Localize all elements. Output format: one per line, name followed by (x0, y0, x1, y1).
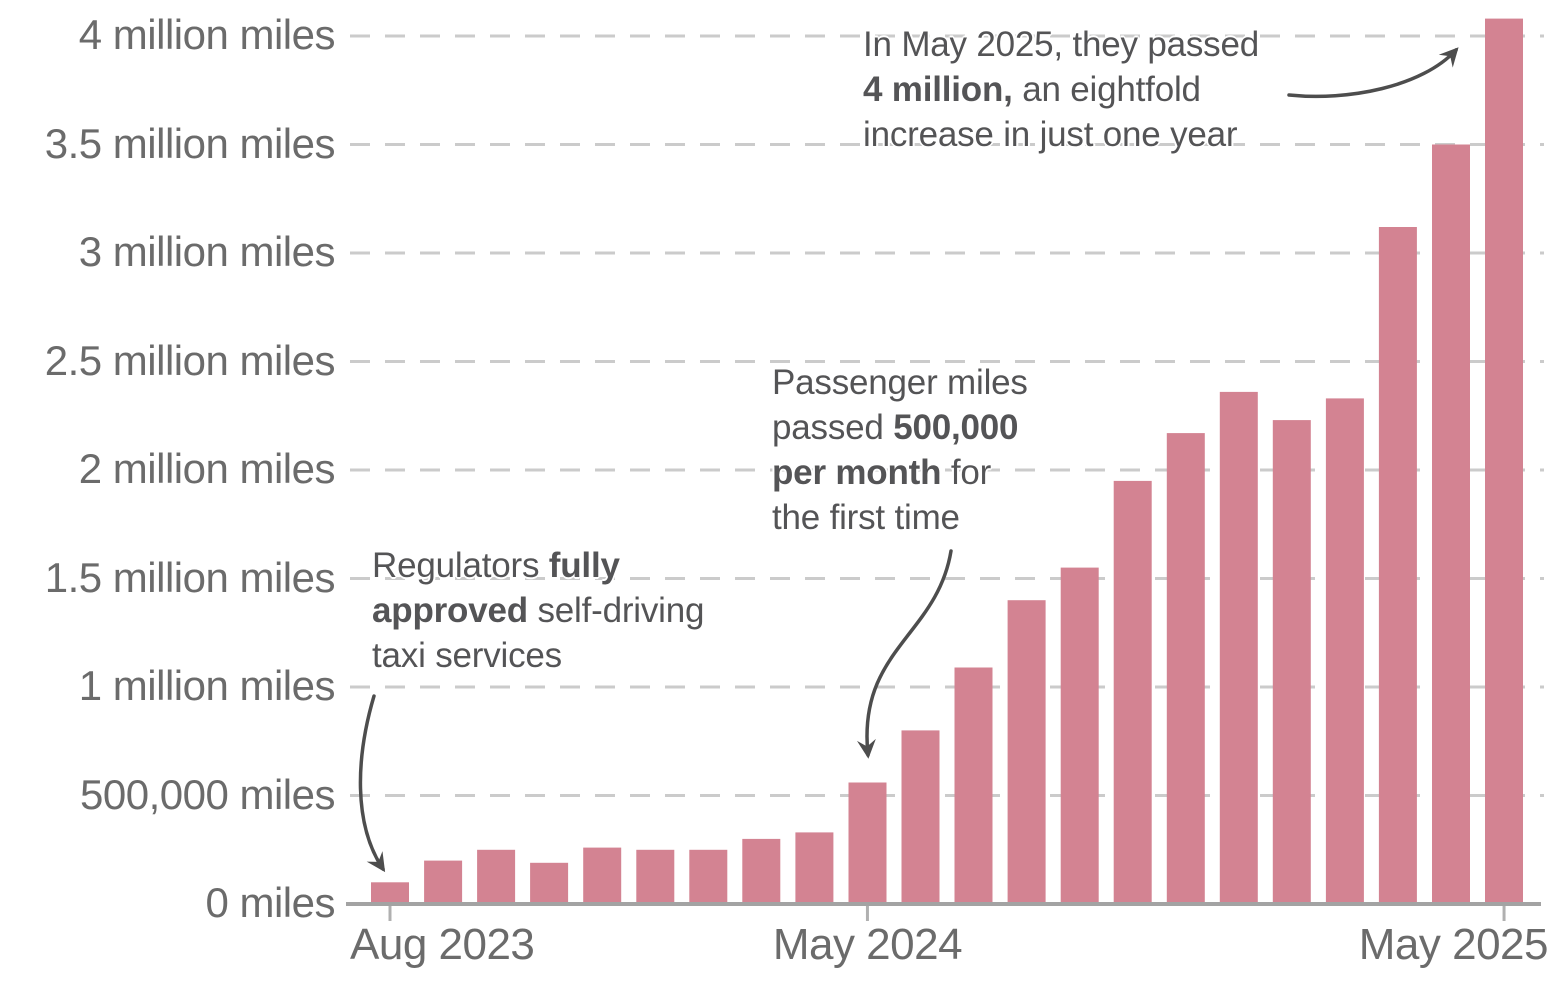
y-axis-label-3.5-million-miles: 3.5 million miles (44, 119, 336, 167)
y-axis-label-0-miles: 0 miles (205, 879, 335, 927)
x-axis-label-aug-2023: Aug 2023 (350, 920, 535, 969)
bar-apr-2024 (795, 832, 834, 904)
y-axis-label-1-million-miles: 1 million miles (78, 662, 336, 710)
annotation-line: taxi services (372, 636, 562, 675)
bar-jun-2024 (901, 730, 940, 904)
bar-nov-2023 (530, 862, 569, 904)
x-axis-group (346, 902, 1541, 921)
annotation-passed-4-million: In May 2025, they passed 4 million, an ei… (863, 22, 1259, 157)
annotation-line: approved self-driving (372, 591, 705, 630)
y-axis-label-2.5-million-miles: 2.5 million miles (44, 336, 336, 384)
bar-oct-2024 (1113, 480, 1152, 904)
annotation-line: In May 2025, they passed (863, 25, 1260, 64)
arrow-to-may-2025-bar-icon (1287, 47, 1459, 99)
bar-mar-2024 (742, 838, 781, 904)
annotation-line: passed 500,000 (772, 408, 1019, 447)
bar-aug-2023 (371, 882, 409, 904)
bar-mar-2025 (1378, 227, 1417, 904)
annotation-passed-500k: Passenger miles passed 500,000 per month f… (772, 360, 1028, 540)
bar-apr-2025 (1432, 144, 1470, 904)
bar-aug-2024 (1007, 600, 1046, 904)
bar-dec-2023 (583, 847, 622, 904)
bar-jul-2024 (954, 667, 993, 904)
annotation-line: Regulators fully (372, 546, 620, 585)
annotation-line: increase in just one year (863, 115, 1238, 154)
bar-nov-2024 (1166, 433, 1205, 904)
arrow-to-aug-2023-bar-icon (358, 694, 386, 873)
bar-dec-2024 (1219, 391, 1258, 904)
arrow-to-may-2024-bar-icon (857, 549, 953, 759)
bar-jan-2024 (636, 849, 675, 905)
annotation-arrows-group (358, 47, 1459, 873)
x-axis-label-may-2024: May 2024 (772, 920, 963, 969)
bar-jan-2025 (1272, 420, 1311, 904)
bar-may-2025 (1485, 18, 1523, 905)
y-axis-label-3-million-miles: 3 million miles (78, 228, 336, 276)
annotation-line: per month for (772, 453, 992, 492)
y-axis-label-4-million-miles: 4 million miles (78, 11, 336, 59)
bar-feb-2024 (689, 849, 728, 905)
bar-feb-2025 (1325, 398, 1364, 904)
annotation-line: the first time (772, 498, 960, 537)
y-axis-label-2-million-miles: 2 million miles (78, 445, 336, 493)
annotation-line: 4 million, an eightfold (863, 70, 1201, 109)
y-axis-label-500-000-miles: 500,000 miles (80, 770, 336, 818)
bar-oct-2023 (477, 849, 516, 905)
bar-may-2024 (848, 782, 887, 904)
x-axis-label-may-2025: May 2025 (1358, 920, 1549, 969)
y-axis-label-1.5-million-miles: 1.5 million miles (44, 553, 336, 601)
bar-sep-2023 (424, 860, 463, 904)
annotation-line: Passenger miles (772, 363, 1028, 402)
annotation-regulators-approved: Regulators fully approved self-driving tax… (372, 543, 704, 678)
bar-sep-2024 (1060, 567, 1099, 904)
bars-group (371, 18, 1523, 905)
